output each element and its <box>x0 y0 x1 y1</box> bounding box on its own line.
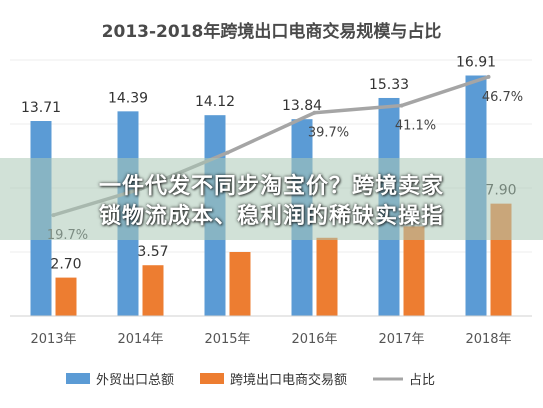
legend-swatch <box>66 373 90 384</box>
x-tick-label: 2014年 <box>117 332 163 347</box>
caption-overlay: 一件代发不同步淘宝价？跨境卖家 锁物流成本、稳利润的稀缺实操指 <box>0 158 543 240</box>
data-label: 15.33 <box>369 77 409 93</box>
bar-ecommerce <box>55 277 77 316</box>
data-label: 16.91 <box>456 55 496 71</box>
data-label: 3.57 <box>137 244 168 260</box>
line-data-label: 39.7% <box>308 126 349 141</box>
data-label: 13.71 <box>21 100 61 116</box>
x-tick-label: 2017年 <box>378 332 424 347</box>
legend-label: 占比 <box>409 373 435 388</box>
bar-ecommerce <box>403 226 425 316</box>
x-tick-label: 2018年 <box>465 332 511 347</box>
x-tick-label: 2016年 <box>291 332 337 347</box>
line-data-label: 46.7% <box>482 90 523 105</box>
data-label: 2.70 <box>50 257 81 273</box>
data-label: 14.39 <box>108 90 148 106</box>
data-label: 13.84 <box>282 98 322 114</box>
share-point <box>225 150 230 155</box>
caption-text: 一件代发不同步淘宝价？跨境卖家 锁物流成本、稳利润的稀缺实操指 <box>98 174 444 229</box>
share-point <box>486 74 491 79</box>
share-point <box>312 110 317 115</box>
bar-ecommerce <box>316 237 338 316</box>
chart-title: 2013-2018年跨境出口电商交易规模与占比 <box>102 21 442 42</box>
x-tick-label: 2013年 <box>30 332 76 347</box>
bar-ecommerce <box>229 252 251 316</box>
legend-swatch <box>200 373 224 384</box>
x-tick-label: 2015年 <box>204 332 250 347</box>
legend-label: 跨境出口电商交易额 <box>230 372 347 388</box>
legend-label: 外贸出口总额 <box>96 373 174 388</box>
share-point <box>399 103 404 108</box>
data-label: 14.12 <box>195 94 235 110</box>
line-data-label: 41.1% <box>395 119 436 134</box>
bar-ecommerce <box>142 265 164 316</box>
